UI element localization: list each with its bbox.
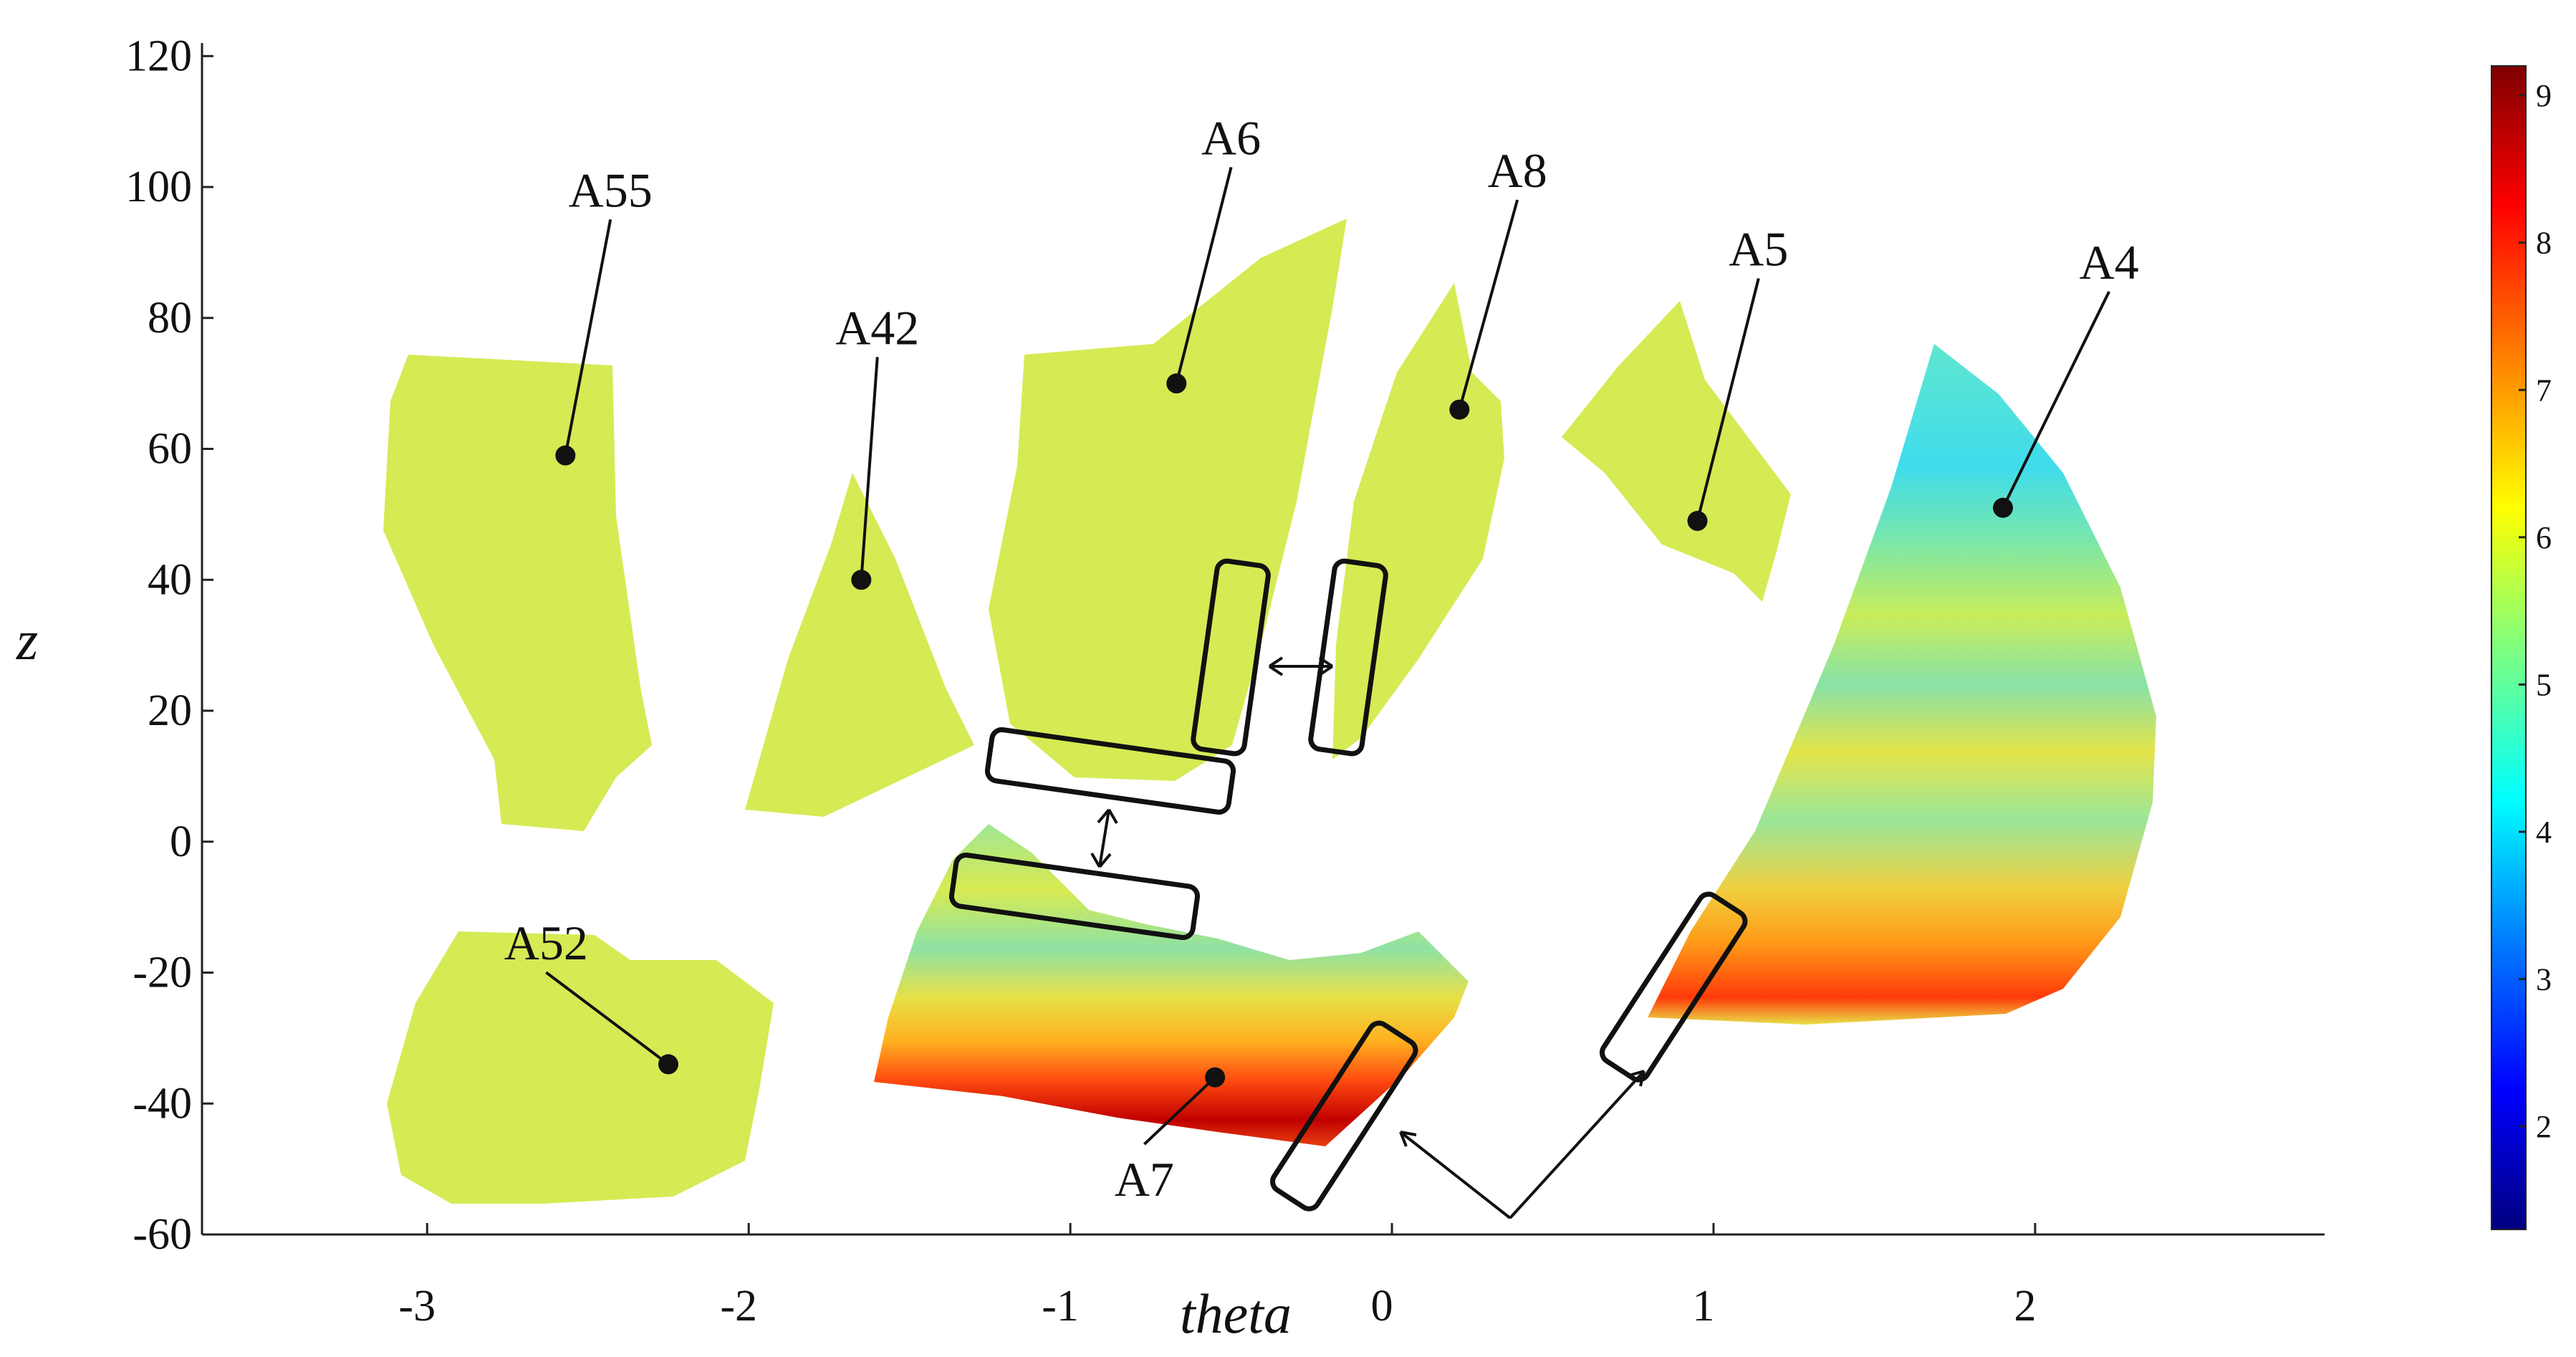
- y-tick-label: 40: [148, 555, 192, 604]
- y-tick-label: 80: [148, 294, 192, 342]
- patch-A55: [383, 355, 652, 831]
- region-label: A55: [569, 163, 653, 217]
- leader-line: [1143, 1076, 1216, 1146]
- region-point: [1449, 399, 1470, 420]
- leader-line: [1175, 166, 1233, 384]
- region-point: [555, 445, 576, 466]
- region-markers: A55 A42 A6 A8 A5 A4 A52 A7: [504, 110, 2139, 1207]
- y-tick-label: 0: [170, 817, 192, 866]
- patch-A5: [1562, 301, 1791, 602]
- arrow: [1509, 1070, 1645, 1219]
- region-label: A52: [504, 916, 588, 970]
- y-tick-label: 120: [125, 32, 192, 80]
- region-label: A4: [2080, 235, 2139, 289]
- region-point: [1687, 511, 1708, 532]
- plot-axes: [201, 43, 2325, 1236]
- patch-A8: [1332, 283, 1504, 759]
- y-tick-label: 60: [148, 425, 192, 474]
- leader-line: [564, 219, 612, 456]
- patch-A42: [745, 473, 974, 817]
- y-tick-label: -20: [133, 949, 192, 997]
- x-axis-title: theta: [1180, 1282, 1292, 1345]
- arrow-head: [1090, 808, 1118, 868]
- leader-line: [545, 971, 670, 1066]
- colorbar-tick-label: 5: [2536, 667, 2552, 702]
- region-point: [851, 570, 872, 590]
- arrow-head: [1399, 1131, 1417, 1147]
- arrow-head: [1628, 1070, 1645, 1087]
- y-axis-title: z: [16, 609, 38, 671]
- x-tick-label: -1: [1042, 1282, 1079, 1330]
- patch-A6: [989, 219, 1347, 781]
- region-label: A5: [1729, 222, 1788, 277]
- region-point: [1205, 1067, 1226, 1088]
- overlap-box: [948, 853, 1201, 940]
- overlap-box: [1600, 891, 1748, 1083]
- x-tick-label: -2: [720, 1282, 757, 1330]
- colorbar-ticks: 2 3 4 5 6 7 8 9: [2519, 78, 2552, 1144]
- overlap-box: [1191, 558, 1271, 757]
- colorbar: 2 3 4 5 6 7 8 9: [2491, 65, 2552, 1230]
- region-label: A8: [1488, 143, 1547, 198]
- patch-A7: [874, 824, 1469, 1146]
- colorbar-tick-label: 9: [2536, 78, 2552, 113]
- colorbar-tick-label: 3: [2536, 962, 2552, 997]
- leader-line: [1458, 199, 1519, 411]
- y-tick-label: 20: [148, 686, 192, 735]
- x-tick-label: 1: [1693, 1282, 1715, 1330]
- overlap-annotations: [948, 558, 1748, 1219]
- x-tick-label: 0: [1371, 1282, 1393, 1330]
- patch-A52: [387, 931, 774, 1204]
- overlap-box: [1308, 558, 1388, 757]
- leader-line: [2001, 291, 2111, 509]
- x-ticks: -3 -2 -1 0 1 2: [398, 1223, 2037, 1330]
- x-tick-label: -3: [398, 1282, 436, 1330]
- arrow: [1098, 809, 1110, 868]
- y-tick-label: 100: [125, 163, 192, 211]
- y-tick-label: -60: [133, 1210, 192, 1259]
- colorbar-tick-label: 4: [2536, 815, 2552, 850]
- colorbar-tick-label: 6: [2536, 520, 2552, 555]
- arrow: [1399, 1131, 1512, 1219]
- colorbar-tick-label: 7: [2536, 373, 2552, 408]
- scan-patches: [383, 219, 2156, 1204]
- y-ticks: -60 -40 -20 0 20 40 60 80 100 120: [125, 32, 213, 1259]
- leader-line: [1696, 278, 1760, 522]
- region-point: [1993, 497, 2014, 518]
- region-label: A6: [1201, 110, 1261, 165]
- arrow-head: [1268, 656, 1334, 676]
- region-label: A42: [835, 300, 919, 355]
- region-point: [658, 1054, 678, 1075]
- x-tick-label: 2: [2014, 1282, 2036, 1330]
- overlap-box: [984, 727, 1236, 815]
- region-point: [1166, 373, 1187, 394]
- patch-A4: [1648, 344, 2156, 1025]
- colorbar-tick-label: 8: [2536, 226, 2552, 261]
- leader-line: [860, 357, 879, 580]
- overlap-box: [1270, 1020, 1418, 1212]
- colorbar-tick-label: 2: [2536, 1109, 2552, 1144]
- region-label: A7: [1115, 1152, 1174, 1207]
- y-tick-label: -40: [133, 1079, 192, 1128]
- colorbar-ramp: [2491, 65, 2527, 1230]
